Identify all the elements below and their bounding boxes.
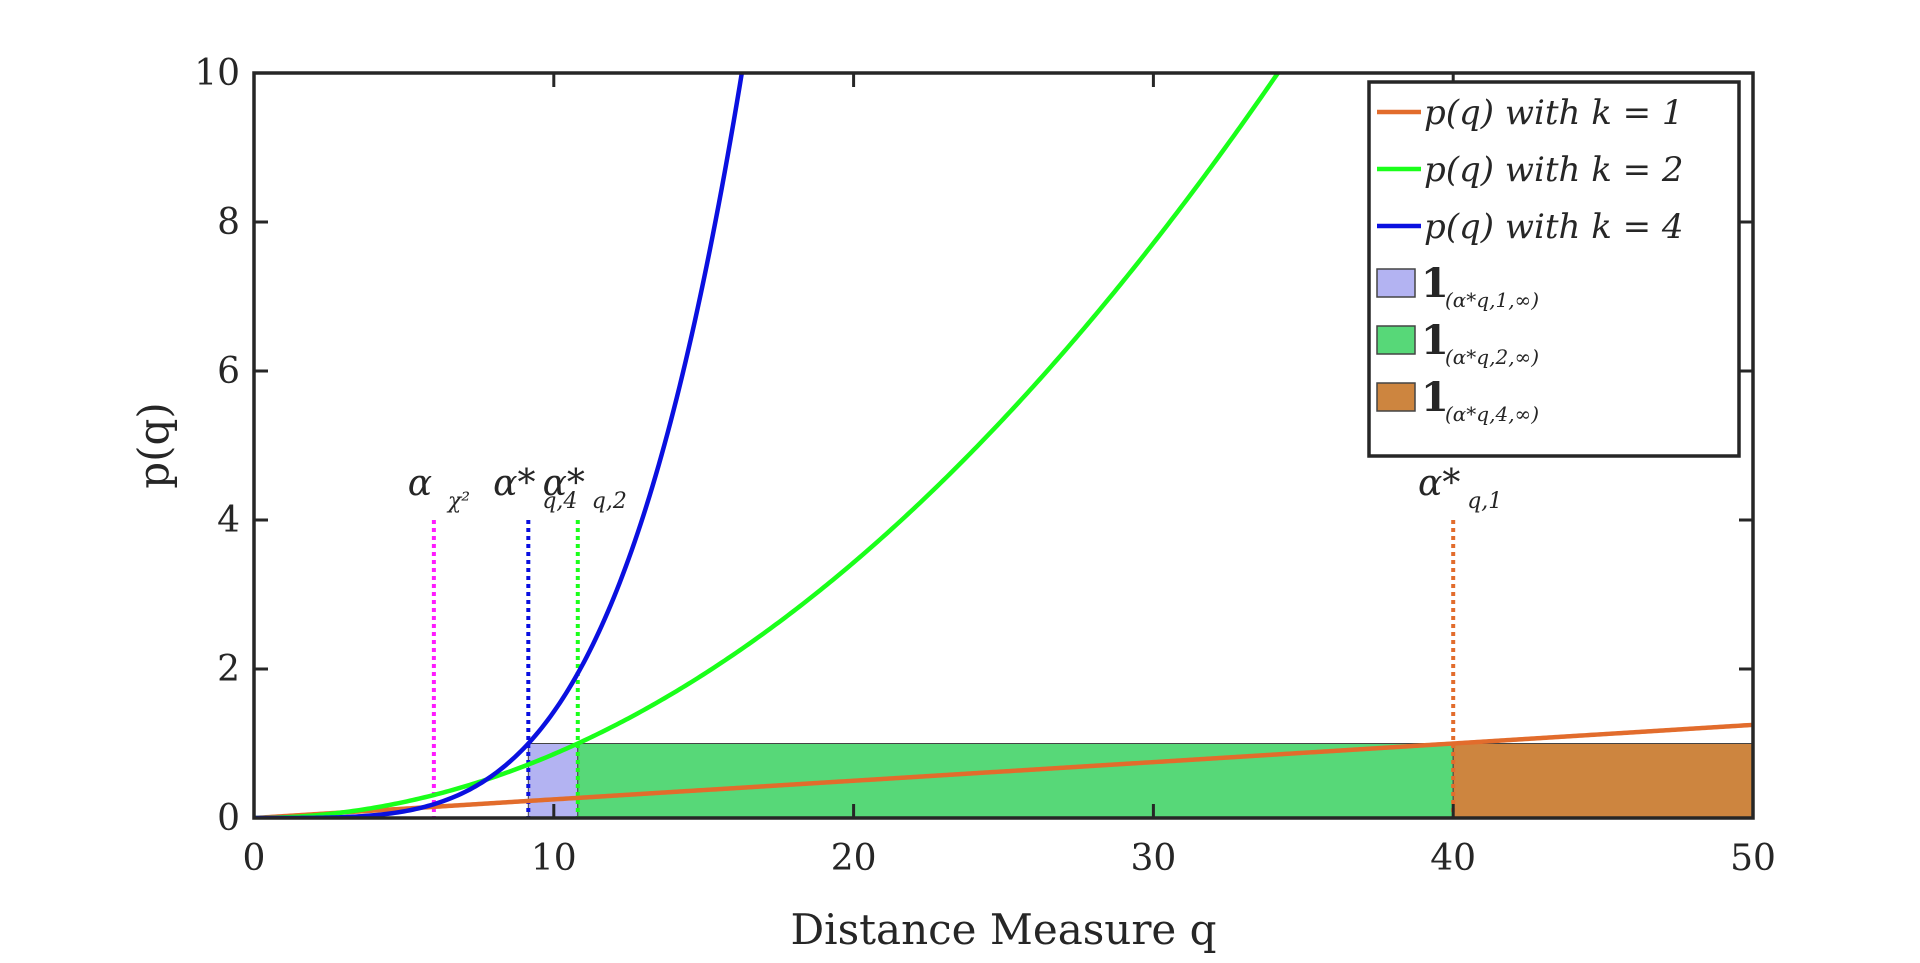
threshold-subscript: q,2 — [592, 489, 627, 514]
legend-indicator-one: 1 — [1421, 374, 1449, 421]
series-line-k1 — [254, 722, 1753, 818]
threshold-label: α* — [1418, 463, 1460, 504]
x-tick-label: 40 — [1430, 838, 1476, 879]
threshold-annotation-3: α* q,2 — [543, 463, 627, 514]
series-line-k2 — [254, 73, 1281, 818]
threshold-lines-layer — [431, 520, 1456, 818]
threshold-annotation-2: α* q,4 — [493, 463, 577, 514]
region-3 — [1452, 743, 1754, 819]
legend-item-k4: p(q) with k = 4 — [1377, 207, 1684, 247]
y-tick-label: 6 — [217, 351, 240, 392]
legend-swatch-rect — [1376, 382, 1416, 412]
series-line-k4 — [254, 73, 745, 818]
legend: p(q) with k = 1 p(q) with k = 2 p(q) with … — [1367, 80, 1741, 458]
x-tick-label: 50 — [1730, 838, 1776, 879]
y-tick-label: 0 — [217, 798, 240, 839]
legend-box — [1367, 80, 1741, 458]
threshold-annotation-4: α* q,1 — [1418, 463, 1502, 514]
y-tick-label: 8 — [217, 202, 240, 243]
legend-indicator-one: 1 — [1421, 317, 1449, 364]
threshold-annotation-1: α χ² — [408, 463, 470, 514]
y-tick-label: 4 — [217, 500, 240, 541]
plot-frame — [252, 71, 1755, 820]
legend-item-region-1: 1(α*q,1,∞) — [1376, 260, 1539, 312]
legend-swatch-rect — [1376, 325, 1416, 355]
legend-swatch-rect — [1376, 268, 1416, 298]
threshold-label: α* — [493, 463, 535, 504]
legend-region-label: (α*q,2,∞) — [1445, 345, 1539, 369]
x-axis-title: Distance Measure q — [790, 905, 1216, 954]
legend-label: p(q) with k = 4 — [1424, 207, 1684, 247]
y-tick-label: 10 — [194, 53, 240, 94]
x-tick-label: 10 — [531, 838, 577, 879]
legend-label: p(q) with k = 2 — [1424, 150, 1684, 190]
legend-indicator-one: 1 — [1421, 260, 1449, 307]
annotations-layer: α χ² α* q,4α* q,2 α* q,1 — [408, 463, 1503, 514]
threshold-label: α — [408, 463, 432, 504]
regions-layer — [527, 743, 1754, 819]
y-tick-label: 2 — [217, 649, 240, 690]
axes-layer — [252, 71, 1755, 820]
ticks-layer: 0 10 20 30 40 50 0 2 4 6 8 10 — [194, 53, 1776, 879]
threshold-subscript: q,1 — [1467, 489, 1502, 514]
legend-item-region-2: 1(α*q,2,∞) — [1376, 317, 1539, 369]
threshold-subscript: q,4 — [542, 489, 577, 514]
legend-region-label: (α*q,4,∞) — [1445, 402, 1539, 426]
legend-region-label: (α*q,1,∞) — [1445, 288, 1539, 312]
threshold-label: α* — [543, 463, 585, 504]
threshold-subscript: χ² — [446, 489, 470, 514]
region-2 — [577, 743, 1454, 819]
x-tick-label: 30 — [1130, 838, 1176, 879]
legend-item-k1: p(q) with k = 1 — [1377, 93, 1684, 133]
y-axis-title: p(q) — [129, 402, 178, 489]
x-tick-label: 20 — [831, 838, 877, 879]
legend-item-region-3: 1(α*q,4,∞) — [1376, 374, 1539, 426]
legend-item-k2: p(q) with k = 2 — [1377, 150, 1684, 190]
x-tick-label: 0 — [243, 838, 266, 879]
legend-label: p(q) with k = 1 — [1424, 93, 1684, 133]
